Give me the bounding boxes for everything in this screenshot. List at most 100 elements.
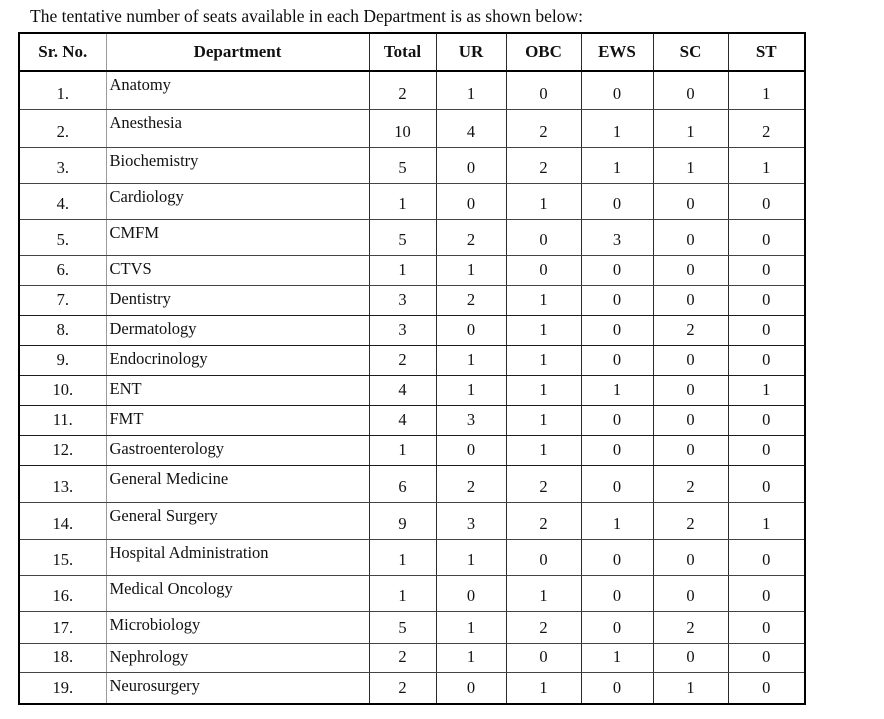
- seat-count-cell: 0: [653, 345, 729, 376]
- seat-count-cell: 0: [506, 539, 582, 576]
- seat-count-cell: 3: [436, 405, 507, 436]
- seat-count-cell: 0: [581, 611, 654, 644]
- seat-count-cell: 5: [369, 147, 437, 184]
- department-cell: Microbiology: [106, 611, 370, 644]
- department-cell: CTVS: [106, 255, 370, 286]
- sr-no-cell: 8.: [19, 315, 107, 346]
- sr-no-cell: 6.: [19, 255, 107, 286]
- seat-count-cell: 0: [581, 71, 654, 110]
- sr-no-cell: 11.: [19, 405, 107, 436]
- seat-count-cell: 1: [653, 109, 729, 148]
- seat-count-cell: 3: [436, 502, 507, 540]
- seat-count-cell: 0: [653, 219, 729, 256]
- department-cell: Cardiology: [106, 183, 370, 220]
- sr-no-cell: 1.: [19, 71, 107, 110]
- seat-count-cell: 1: [369, 435, 437, 466]
- seat-count-cell: 0: [581, 255, 654, 286]
- seat-count-cell: 0: [653, 643, 729, 673]
- table-row: 3. Biochemistry 5 0 2 1 1 1: [19, 147, 805, 184]
- seat-count-cell: 1: [653, 672, 729, 704]
- seat-count-cell: 2: [369, 643, 437, 673]
- sr-no-cell: 9.: [19, 345, 107, 376]
- sr-no-cell: 2.: [19, 109, 107, 148]
- sr-no-cell: 14.: [19, 502, 107, 540]
- column-header-sc: SC: [653, 33, 729, 72]
- seat-count-cell: 1: [581, 643, 654, 673]
- seat-count-cell: 0: [728, 405, 805, 436]
- department-cell: General Surgery: [106, 502, 370, 540]
- seat-count-cell: 1: [506, 285, 582, 316]
- seat-count-cell: 0: [506, 219, 582, 256]
- department-cell: CMFM: [106, 219, 370, 256]
- department-cell: Anatomy: [106, 71, 370, 110]
- seat-count-cell: 1: [728, 147, 805, 184]
- sr-no-cell: 7.: [19, 285, 107, 316]
- seat-count-cell: 0: [653, 405, 729, 436]
- seat-count-cell: 0: [653, 255, 729, 286]
- sr-no-cell: 15.: [19, 539, 107, 576]
- department-cell: Medical Oncology: [106, 575, 370, 612]
- seats-table: Sr. No. Department Total UR OBC EWS SC S…: [18, 32, 806, 705]
- seat-count-cell: 0: [436, 315, 507, 346]
- table-row: 5. CMFM 5 2 0 3 0 0: [19, 219, 805, 256]
- sr-no-cell: 18.: [19, 643, 107, 673]
- table-row: 14. General Surgery 9 3 2 1 2 1: [19, 502, 805, 540]
- seat-count-cell: 2: [369, 71, 437, 110]
- sr-no-cell: 4.: [19, 183, 107, 220]
- department-cell: Gastroenterology: [106, 435, 370, 466]
- seat-count-cell: 2: [506, 109, 582, 148]
- table-row: 12. Gastroenterology 1 0 1 0 0 0: [19, 435, 805, 466]
- table-row: 15. Hospital Administration 1 1 0 0 0 0: [19, 539, 805, 576]
- table-row: 11. FMT 4 3 1 0 0 0: [19, 405, 805, 436]
- seat-count-cell: 0: [728, 465, 805, 503]
- seat-count-cell: 1: [436, 539, 507, 576]
- column-header-total: Total: [369, 33, 437, 72]
- seat-count-cell: 1: [728, 502, 805, 540]
- seat-count-cell: 3: [581, 219, 654, 256]
- column-header-ews: EWS: [581, 33, 654, 72]
- department-cell: Nephrology: [106, 643, 370, 673]
- seat-count-cell: 2: [728, 109, 805, 148]
- seat-count-cell: 0: [506, 71, 582, 110]
- table-row: 6. CTVS 1 1 0 0 0 0: [19, 255, 805, 286]
- seat-count-cell: 0: [728, 345, 805, 376]
- seat-count-cell: 1: [369, 183, 437, 220]
- seat-count-cell: 0: [581, 315, 654, 346]
- seat-count-cell: 1: [506, 375, 582, 406]
- seat-count-cell: 0: [728, 435, 805, 466]
- seat-count-cell: 0: [581, 345, 654, 376]
- seat-count-cell: 0: [653, 435, 729, 466]
- seat-count-cell: 0: [581, 575, 654, 612]
- column-header-obc: OBC: [506, 33, 582, 72]
- department-cell: ENT: [106, 375, 370, 406]
- seat-count-cell: 2: [506, 502, 582, 540]
- column-header-sr-no: Sr. No.: [19, 33, 107, 72]
- seat-count-cell: 0: [728, 611, 805, 644]
- seat-count-cell: 3: [369, 315, 437, 346]
- seat-count-cell: 1: [581, 502, 654, 540]
- seat-count-cell: 2: [436, 465, 507, 503]
- table-row: 1. Anatomy 2 1 0 0 0 1: [19, 71, 805, 110]
- seat-count-cell: 0: [581, 672, 654, 704]
- sr-no-cell: 17.: [19, 611, 107, 644]
- seat-count-cell: 0: [653, 285, 729, 316]
- seat-count-cell: 0: [581, 539, 654, 576]
- header-row: Sr. No. Department Total UR OBC EWS SC S…: [19, 33, 805, 72]
- seat-count-cell: 0: [728, 285, 805, 316]
- table-row: 9. Endocrinology 2 1 1 0 0 0: [19, 345, 805, 376]
- seat-count-cell: 1: [436, 345, 507, 376]
- seat-count-cell: 0: [653, 575, 729, 612]
- department-cell: FMT: [106, 405, 370, 436]
- department-cell: Anesthesia: [106, 109, 370, 148]
- seat-count-cell: 6: [369, 465, 437, 503]
- seat-count-cell: 2: [506, 611, 582, 644]
- column-header-st: ST: [728, 33, 805, 72]
- seat-count-cell: 5: [369, 219, 437, 256]
- department-cell: Dermatology: [106, 315, 370, 346]
- sr-no-cell: 16.: [19, 575, 107, 612]
- seat-count-cell: 10: [369, 109, 437, 148]
- seat-count-cell: 0: [728, 183, 805, 220]
- seat-count-cell: 2: [369, 345, 437, 376]
- seat-count-cell: 0: [728, 315, 805, 346]
- seat-count-cell: 0: [653, 71, 729, 110]
